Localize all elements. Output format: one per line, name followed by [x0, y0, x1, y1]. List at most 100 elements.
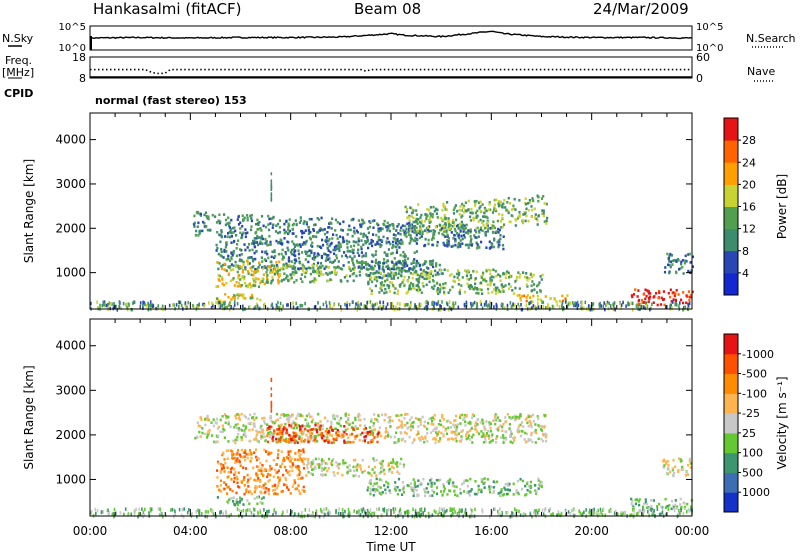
data-cell	[316, 430, 319, 434]
data-cell	[489, 422, 492, 426]
data-cell	[304, 250, 307, 253]
data-cell	[278, 226, 281, 229]
ground-scatter-cell	[645, 304, 648, 308]
ground-scatter-cell	[650, 508, 652, 512]
data-cell	[232, 264, 235, 267]
data-cell	[193, 221, 196, 225]
ground-scatter-cell	[511, 511, 513, 515]
data-cell	[242, 218, 245, 222]
data-cell	[296, 458, 299, 461]
data-cell	[227, 232, 230, 235]
data-cell	[275, 471, 278, 475]
data-cell	[379, 486, 382, 489]
data-cell	[512, 482, 515, 486]
data-cell	[321, 238, 324, 242]
data-cell	[415, 259, 418, 263]
ground-scatter-cell	[470, 507, 472, 512]
data-cell	[361, 218, 364, 222]
data-cell	[263, 469, 266, 472]
ground-scatter-cell	[574, 301, 576, 305]
data-cell	[641, 505, 645, 509]
data-cell	[293, 245, 297, 248]
data-cell	[463, 224, 466, 227]
ground-scatter-cell	[273, 508, 276, 512]
ground-scatter-cell	[437, 302, 439, 306]
data-cell	[252, 239, 255, 243]
data-cell	[658, 291, 661, 294]
data-cell	[475, 199, 478, 203]
data-cell	[299, 267, 302, 270]
data-cell	[244, 267, 247, 270]
power-panel-data	[90, 172, 694, 312]
data-cell	[297, 451, 300, 454]
data-cell	[453, 224, 456, 227]
data-cell	[407, 279, 410, 283]
data-cell	[672, 458, 675, 462]
data-cell	[497, 245, 500, 249]
ground-scatter-cell	[142, 510, 145, 515]
data-cell	[270, 192, 273, 196]
data-cell	[407, 484, 410, 488]
data-cell	[370, 289, 373, 293]
data-cell	[249, 214, 252, 218]
data-cell	[230, 235, 233, 238]
data-cell	[482, 224, 485, 227]
data-cell	[207, 432, 210, 436]
data-cell	[206, 417, 209, 421]
data-cell	[309, 272, 312, 276]
data-cell	[225, 269, 228, 272]
data-cell	[391, 261, 394, 264]
data-cell	[470, 427, 473, 430]
data-cell	[387, 416, 390, 419]
ground-scatter-cell	[126, 306, 128, 310]
data-cell	[509, 440, 512, 444]
data-cell	[253, 451, 256, 454]
data-cell	[255, 231, 258, 234]
data-cell	[276, 492, 279, 496]
data-cell	[287, 438, 291, 441]
data-cell	[379, 470, 383, 474]
data-cell	[420, 435, 423, 439]
data-cell	[253, 478, 256, 482]
data-cell	[536, 223, 539, 226]
data-cell	[260, 467, 263, 470]
ground-scatter-cell	[476, 304, 479, 308]
data-cell	[401, 281, 404, 284]
data-cell	[413, 220, 417, 224]
data-cell	[405, 291, 408, 295]
ground-scatter-cell	[308, 513, 311, 518]
data-cell	[285, 277, 288, 280]
data-cell	[413, 251, 416, 254]
y-tick-label: 4000	[55, 133, 86, 147]
data-cell	[424, 273, 427, 277]
data-cell	[356, 463, 359, 466]
data-cell	[449, 224, 452, 227]
ground-scatter-cell	[218, 304, 221, 308]
ground-scatter-cell	[113, 302, 115, 306]
ground-scatter-cell	[424, 300, 427, 305]
data-cell	[271, 439, 274, 442]
data-cell	[352, 459, 356, 462]
data-cell	[469, 230, 472, 234]
data-cell	[257, 285, 261, 289]
data-cell	[369, 272, 372, 275]
data-cell	[397, 239, 400, 243]
data-cell	[419, 227, 422, 231]
ground-scatter-cell	[413, 514, 416, 519]
data-cell	[240, 236, 243, 240]
data-cell	[689, 466, 692, 469]
data-cell	[281, 462, 284, 465]
data-cell	[260, 435, 263, 438]
data-cell	[313, 280, 316, 284]
data-cell	[394, 271, 397, 275]
data-cell	[301, 280, 304, 283]
ground-scatter-cell	[638, 305, 641, 310]
data-cell	[660, 296, 663, 300]
data-cell	[471, 441, 474, 444]
data-cell	[499, 290, 502, 293]
data-cell	[277, 424, 280, 428]
data-cell	[297, 449, 301, 452]
data-cell	[528, 199, 531, 202]
data-cell	[313, 277, 316, 280]
data-cell	[390, 267, 393, 271]
